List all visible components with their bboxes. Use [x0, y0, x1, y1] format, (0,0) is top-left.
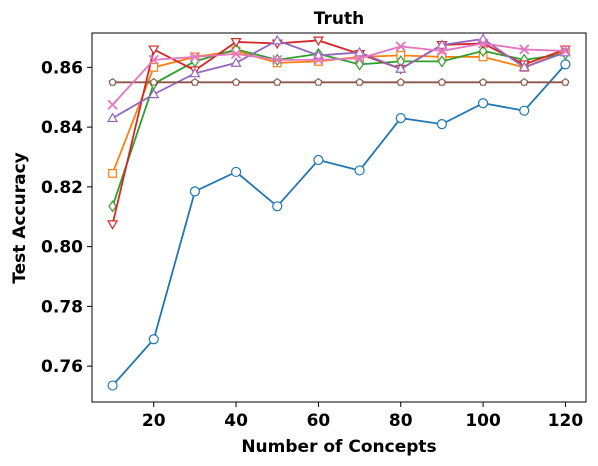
series-line [111, 42, 566, 106]
series-7 [107, 38, 571, 110]
series-4 [107, 36, 571, 230]
data-point [148, 88, 160, 99]
data-point [396, 77, 405, 86]
x-tick-label: 40 [224, 411, 248, 431]
data-point [313, 54, 324, 66]
data-point [395, 63, 407, 73]
data-point [148, 334, 159, 345]
data-point [107, 220, 119, 230]
data-point [189, 67, 201, 78]
series-2 [108, 46, 570, 178]
series-3 [108, 43, 570, 213]
data-point [395, 41, 406, 52]
data-point [148, 54, 159, 66]
data-point [312, 36, 324, 47]
data-point [149, 77, 158, 86]
series-layer [107, 33, 571, 391]
data-point [231, 77, 241, 86]
data-point [189, 186, 201, 197]
x-axis-title: Number of Concepts [241, 437, 436, 457]
data-point [518, 61, 530, 72]
data-point [437, 77, 447, 86]
x-tick-label: 60 [307, 411, 331, 431]
y-tick-label: 0.80 [41, 238, 83, 258]
data-point [436, 119, 448, 130]
data-point [395, 113, 406, 124]
data-point [478, 44, 488, 58]
plot-frame [91, 32, 587, 403]
data-point [560, 59, 571, 70]
series-6 [108, 77, 570, 86]
y-tick-label: 0.78 [41, 297, 83, 317]
y-tick-label: 0.86 [41, 58, 83, 78]
data-point [230, 166, 242, 178]
data-point [436, 39, 448, 49]
data-point [477, 98, 489, 109]
data-point [519, 105, 530, 116]
y-axis-ticks: 0.76 0.78 0.80 0.82 0.84 0.86 [41, 58, 92, 377]
series-1 [107, 59, 571, 391]
data-point [313, 154, 324, 166]
data-point [560, 45, 571, 57]
data-point [190, 77, 200, 86]
series-line [111, 63, 567, 387]
x-axis-ticks: 20 40 60 80 100 120 [142, 402, 583, 431]
data-point [108, 77, 117, 86]
series-line [111, 48, 566, 207]
y-axis-title: Test Accuracy [10, 152, 30, 283]
x-tick-label: 80 [389, 411, 413, 431]
data-point [314, 77, 323, 86]
chart-title: Truth [314, 9, 364, 29]
x-tick-label: 20 [142, 411, 166, 431]
data-point [354, 53, 365, 64]
data-point [272, 201, 283, 212]
data-point [273, 77, 282, 86]
data-point [148, 45, 160, 56]
data-point [108, 169, 118, 178]
data-point [107, 112, 119, 123]
data-point [561, 77, 570, 86]
data-point [478, 77, 488, 86]
series-line [111, 39, 566, 225]
data-point [230, 57, 242, 67]
data-point [108, 200, 117, 213]
data-point [436, 45, 448, 57]
data-point [354, 46, 366, 57]
data-point [230, 37, 242, 48]
y-tick-label: 0.76 [41, 357, 83, 377]
data-point [271, 34, 283, 45]
data-point [107, 380, 118, 391]
data-point [230, 48, 242, 60]
data-point [355, 58, 364, 71]
data-point [355, 77, 364, 86]
y-tick-label: 0.84 [41, 118, 83, 138]
data-point [189, 51, 201, 63]
data-point [354, 165, 365, 176]
data-point [519, 44, 530, 55]
data-point [520, 77, 529, 86]
data-point [107, 99, 118, 110]
x-tick-label: 120 [548, 411, 584, 431]
data-point [272, 54, 283, 66]
y-tick-label: 0.82 [41, 178, 83, 198]
data-point [477, 38, 489, 49]
data-point [437, 55, 447, 68]
x-tick-label: 100 [465, 411, 501, 431]
